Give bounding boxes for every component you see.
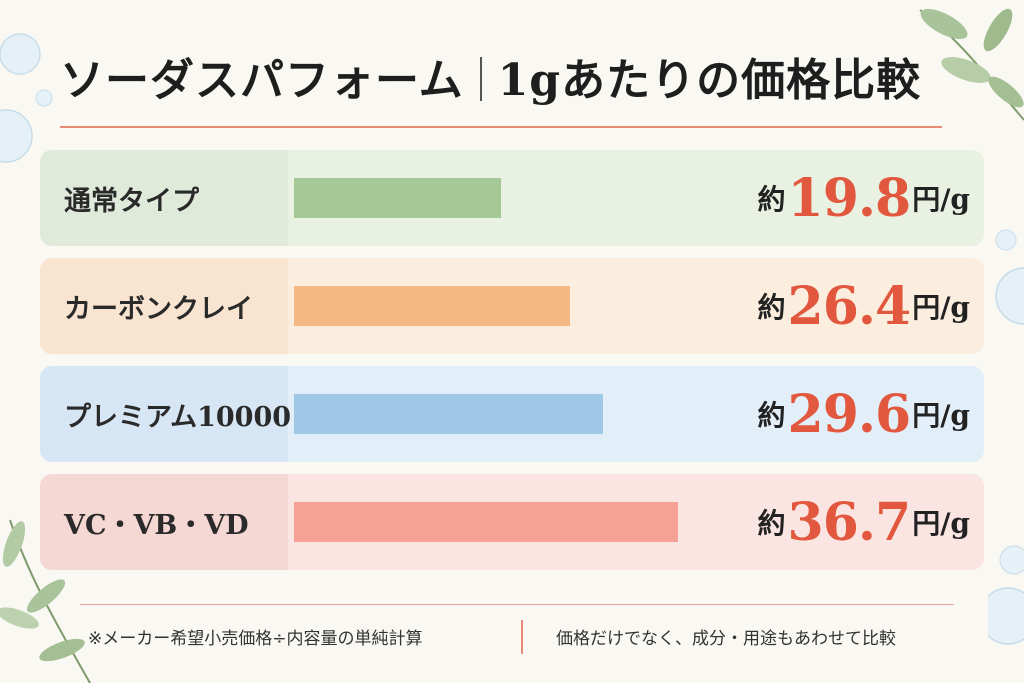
bar — [294, 286, 570, 326]
chart-row: VC・VB・VD 約 36.7 円/g — [40, 474, 984, 570]
data-label-unit: 円/g — [912, 291, 970, 324]
title-sub: 1gあたりの価格比較 — [497, 55, 922, 106]
chart-row: カーボンクレイ 約 26.4 円/g — [40, 258, 984, 354]
category-label-cell — [40, 474, 288, 570]
category-label: VC・VB・VD — [64, 509, 249, 541]
data-label-unit: 円/g — [912, 399, 970, 432]
data-label-value: 26.4 — [787, 275, 912, 337]
chart-row: プレミアム10000 約 29.6 円/g — [40, 366, 984, 462]
data-label-unit: 円/g — [912, 183, 970, 216]
title-separator — [479, 57, 482, 101]
footer-separator — [521, 620, 523, 654]
category-label: カーボンクレイ — [64, 293, 253, 325]
footnote-comparison-tip: 価格だけでなく、成分・用途もあわせて比較 — [556, 629, 896, 649]
bar — [294, 394, 603, 434]
data-label-unit: 円/g — [912, 507, 970, 540]
data-label: 約 19.8 円/g — [758, 150, 970, 246]
data-label: 約 26.4 円/g — [758, 258, 970, 354]
data-label: 約 29.6 円/g — [758, 366, 970, 462]
category-label-cell — [40, 150, 288, 246]
category-label-cell — [40, 258, 288, 354]
category-label-cell — [40, 366, 288, 462]
data-label-value: 36.7 — [787, 491, 912, 553]
data-label-value: 29.6 — [787, 383, 912, 445]
data-label: 約 36.7 円/g — [758, 474, 970, 570]
footer-divider — [80, 604, 954, 605]
category-label: 通常タイプ — [64, 185, 199, 217]
footnote-calculation: ※メーカー希望小売価格÷内容量の単純計算 — [88, 629, 423, 649]
title-divider — [60, 126, 942, 128]
data-label-value: 19.8 — [787, 167, 912, 229]
chart-row: 通常タイプ 約 19.8 円/g — [40, 150, 984, 246]
bar — [294, 178, 501, 218]
data-label-prefix: 約 — [757, 183, 786, 216]
bubble-icon — [988, 229, 1024, 645]
bubble-icon — [0, 33, 53, 163]
category-label: プレミアム10000 — [64, 401, 292, 433]
bar — [294, 502, 678, 542]
data-label-prefix: 約 — [757, 399, 786, 432]
data-label-prefix: 約 — [757, 291, 786, 324]
title-main: ソーダスパフォーム — [60, 55, 464, 106]
page-title: ソーダスパフォーム 1gあたりの価格比較 — [60, 44, 960, 108]
data-label-prefix: 約 — [757, 507, 786, 540]
